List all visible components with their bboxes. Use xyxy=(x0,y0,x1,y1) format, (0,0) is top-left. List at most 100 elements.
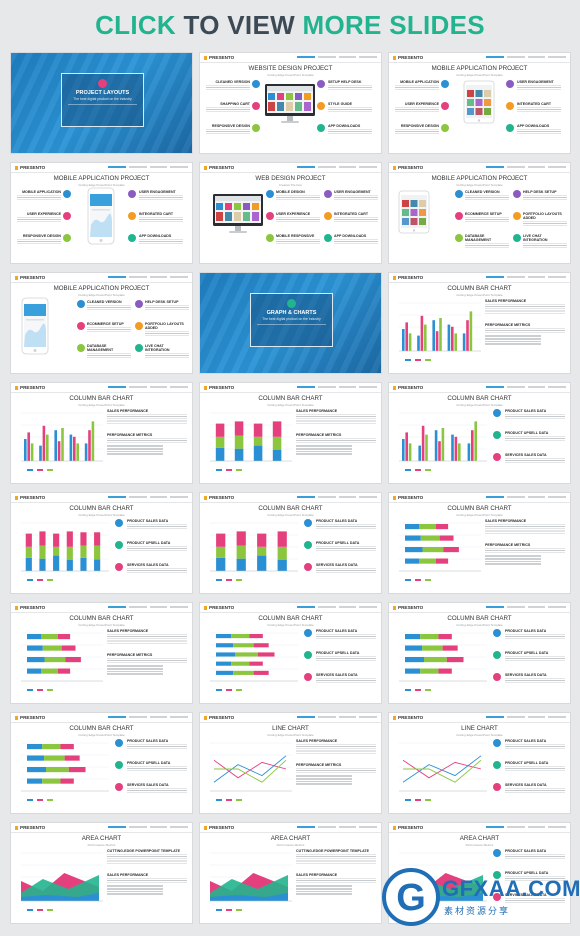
feature-item-left: ECOMMERCE SETUP xyxy=(465,212,509,223)
section-heading: SALES PERFORMANCE xyxy=(296,873,338,877)
slide-thumbnail-23[interactable]: PRESENTO AREA CHART Performance Metrics CUT… xyxy=(200,823,381,923)
item-text xyxy=(127,788,187,794)
slide-thumbnail-11[interactable]: PRESENTO COLUMN BAR CHART Cutting Edge Pow… xyxy=(200,383,381,483)
item-text xyxy=(328,85,372,91)
slide-thumbnail-17[interactable]: PRESENTO COLUMN BAR CHART Cutting Edge Pow… xyxy=(200,603,381,703)
chart-mark xyxy=(405,634,421,640)
chart-mark xyxy=(272,450,282,461)
feature-icon xyxy=(63,234,71,242)
brand-logo: PRESENTO xyxy=(393,275,423,280)
slide-thumbnail-15[interactable]: PRESENTO COLUMN BAR CHART Cutting Edge Pow… xyxy=(389,493,570,593)
nav-dot xyxy=(506,56,525,58)
bullet-line xyxy=(485,557,541,560)
chart-legend xyxy=(27,689,53,691)
item-text xyxy=(395,107,439,113)
nav-dot xyxy=(527,276,546,278)
slide-topbar: PRESENTO xyxy=(11,163,192,173)
feature-icon xyxy=(135,322,143,330)
slide-subtitle: Cutting Edge PowerPoint Template xyxy=(267,622,314,627)
item-text xyxy=(127,766,187,772)
slide-thumbnail-7[interactable]: PRESENTO MOBILE APPLICATION PROJECT Cuttin… xyxy=(11,273,192,373)
slide-thumbnail-19[interactable]: PRESENTO COLUMN BAR CHART Cutting Edge Pow… xyxy=(11,713,192,813)
slide-subtitle: Cutting Edge PowerPoint Template xyxy=(456,512,503,517)
chart-mark xyxy=(88,430,91,461)
slide-subtitle: Cutting Edge PowerPoint Template xyxy=(78,182,125,187)
brand-logo: PRESENTO xyxy=(15,715,45,720)
chart-mark xyxy=(234,448,244,461)
legend-swatch xyxy=(27,909,33,911)
chart-graphic xyxy=(21,852,103,902)
item-text xyxy=(139,217,183,223)
chart-graphic xyxy=(210,412,292,462)
slide-thumbnail-1[interactable]: PROJECT LAYOUTS The best digital product … xyxy=(11,53,192,153)
feature-icon xyxy=(128,190,136,198)
item-heading: LIVE CHAT INTEGRATION xyxy=(523,234,548,242)
nav-dot xyxy=(486,606,504,608)
legend-swatch xyxy=(216,469,222,471)
feature-icon xyxy=(317,102,325,110)
chart-mark xyxy=(277,560,287,571)
slide-thumbnail-22[interactable]: PRESENTO AREA CHART Performance Metrics CUT… xyxy=(11,823,192,923)
legend-swatch xyxy=(236,469,242,471)
slide-thumbnail-21[interactable]: PRESENTO LINE CHART Cutting Edge PowerPoin… xyxy=(389,713,570,813)
slide-thumbnail-20[interactable]: PRESENTO LINE CHART Cutting Edge PowerPoin… xyxy=(200,713,381,813)
chart-mark xyxy=(253,436,263,446)
feature-icon xyxy=(441,80,449,88)
chart-graphic xyxy=(399,302,481,352)
chart-mark xyxy=(405,558,419,564)
chart-mark xyxy=(54,430,57,461)
nav-dot xyxy=(170,166,188,168)
slide-thumbnail-3[interactable]: PRESENTO MOBILE APPLICATION PROJECT Cuttin… xyxy=(389,53,570,153)
metric-icon xyxy=(493,431,501,439)
slide-thumbnail-5[interactable]: PRESENTO WEB DESIGN PROJECT Creative Tile … xyxy=(200,163,381,263)
page-header[interactable]: CLICK TO VIEW MORE SLIDES xyxy=(0,0,580,48)
bullet-line xyxy=(485,335,541,337)
slide-topbar: PRESENTO xyxy=(389,603,570,613)
item-text xyxy=(316,634,376,640)
feature-item-right: INTEGRATED CART xyxy=(139,212,183,223)
metric-icon xyxy=(115,761,123,769)
metric-item: PRODUCT SALES DATA xyxy=(127,519,187,530)
slide-thumbnail-10[interactable]: PRESENTO COLUMN BAR CHART Cutting Edge Pow… xyxy=(11,383,192,483)
metric-icon xyxy=(493,453,501,461)
chart-mark xyxy=(418,445,421,461)
chart-mark xyxy=(441,428,445,461)
item-heading: PRODUCT UPSELL DATA xyxy=(316,651,360,655)
slide-thumbnail-18[interactable]: PRESENTO COLUMN BAR CHART Cutting Edge Pow… xyxy=(389,603,570,703)
metric-icon xyxy=(493,893,501,901)
item-heading: PRODUCT SALES DATA xyxy=(316,629,358,633)
slide-thumbnail-9[interactable]: PRESENTO COLUMN BAR CHART Cutting Edge Pow… xyxy=(389,273,570,373)
slide-title: COLUMN BAR CHART xyxy=(447,395,512,402)
chart-mark xyxy=(27,755,45,761)
chart-mark xyxy=(419,558,436,564)
legend-swatch xyxy=(236,909,242,911)
cover-texture xyxy=(200,273,381,373)
item-heading: DATABASE MANAGEMENT xyxy=(87,344,114,352)
slide-thumbnail-6[interactable]: PRESENTO MOBILE APPLICATION PROJECT Cuttin… xyxy=(389,163,570,263)
chart-mark xyxy=(446,657,464,663)
slide-thumbnail-4[interactable]: PRESENTO MOBILE APPLICATION PROJECT Cuttin… xyxy=(11,163,192,263)
chart-mark xyxy=(235,652,258,657)
legend-swatch xyxy=(425,579,431,581)
chart-mark xyxy=(466,320,469,351)
item-text xyxy=(17,217,61,223)
slide-thumbnail-12[interactable]: PRESENTO COLUMN BAR CHART Cutting Edge Pow… xyxy=(389,383,570,483)
slide-thumbnail-13[interactable]: PRESENTO COLUMN BAR CHART Cutting Edge Pow… xyxy=(11,493,192,593)
slide-thumbnail-16[interactable]: PRESENTO COLUMN BAR CHART Cutting Edge Pow… xyxy=(11,603,192,703)
legend-swatch xyxy=(415,799,421,801)
slide-thumbnail-14[interactable]: PRESENTO COLUMN BAR CHART Cutting Edge Pow… xyxy=(200,493,381,593)
section-text xyxy=(107,878,187,884)
item-heading: SERVICES SALES DATA xyxy=(505,893,547,897)
bullet-line xyxy=(296,780,352,783)
chart-mark xyxy=(422,547,444,553)
slide-thumbnail-2[interactable]: PRESENTO WEBSITE DESIGN PROJECT Cutting Ed… xyxy=(200,53,381,153)
item-text xyxy=(316,678,376,684)
slide-title: COLUMN BAR CHART xyxy=(447,285,512,292)
metric-icon xyxy=(304,629,312,637)
slide-subtitle: Cutting Edge PowerPoint Template xyxy=(456,292,503,297)
item-text xyxy=(505,876,565,882)
item-heading: APP DOWNLOADS xyxy=(139,234,172,238)
slide-thumbnail-8[interactable]: GRAPH & CHARTS The best digital product o… xyxy=(200,273,381,373)
bullet-line xyxy=(107,673,163,676)
item-heading: SERVICES SALES DATA xyxy=(316,563,358,567)
